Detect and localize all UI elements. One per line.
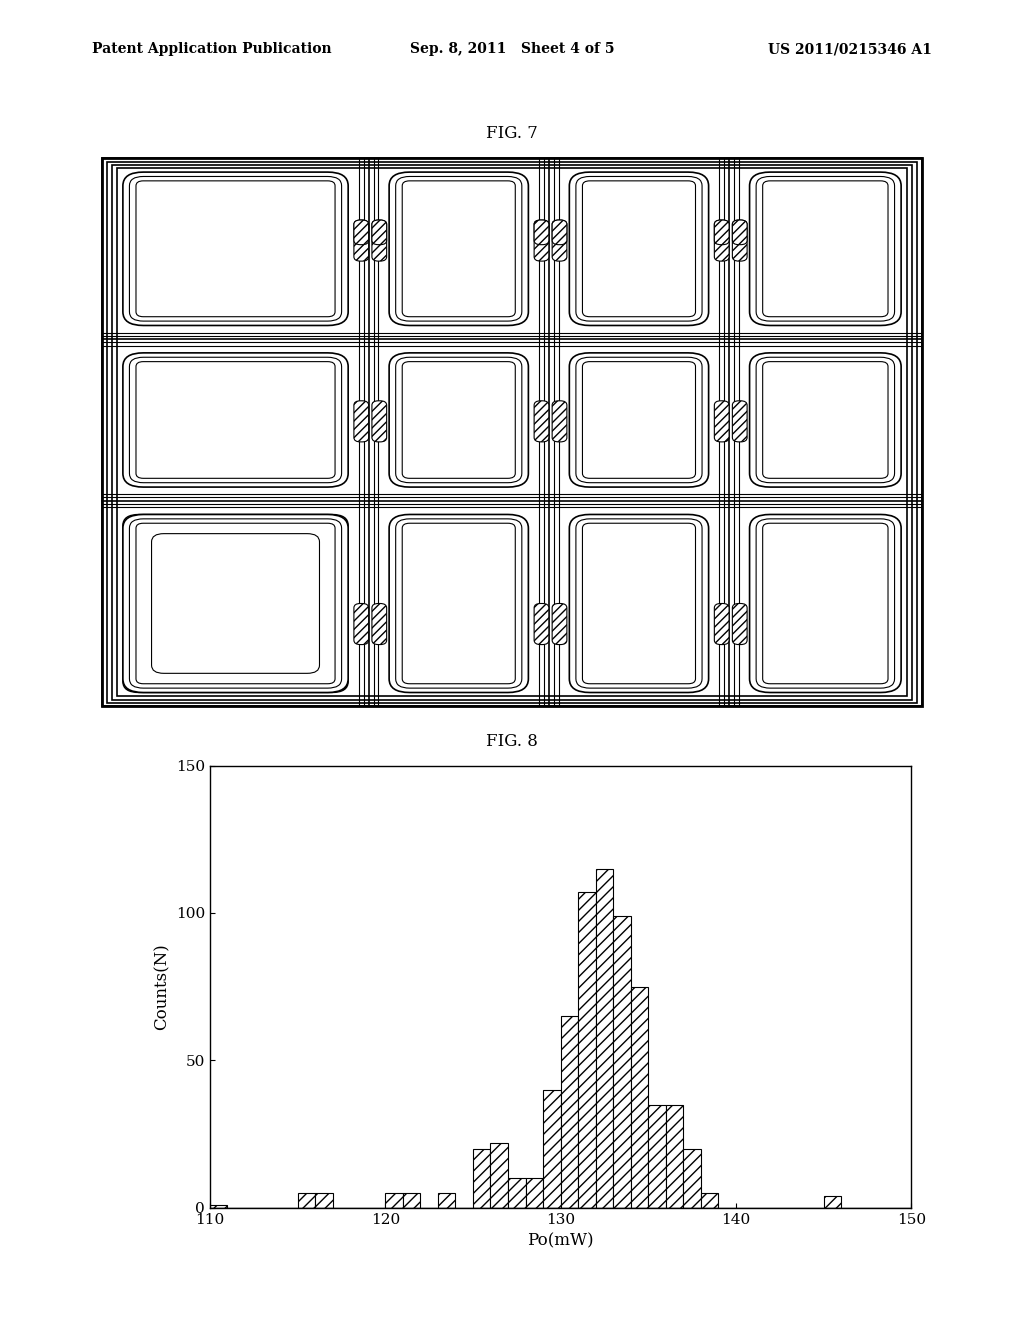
Bar xyxy=(473,1148,490,1208)
FancyBboxPatch shape xyxy=(354,401,369,442)
FancyBboxPatch shape xyxy=(569,352,709,487)
Bar xyxy=(402,1193,421,1208)
Text: FIG. 7: FIG. 7 xyxy=(486,125,538,143)
Bar xyxy=(631,986,648,1208)
Bar xyxy=(298,1193,315,1208)
FancyBboxPatch shape xyxy=(123,352,348,487)
FancyBboxPatch shape xyxy=(123,515,348,693)
FancyBboxPatch shape xyxy=(715,220,729,244)
Bar xyxy=(490,1143,508,1208)
FancyBboxPatch shape xyxy=(354,603,369,644)
FancyBboxPatch shape xyxy=(552,401,567,442)
Bar xyxy=(315,1193,333,1208)
Bar xyxy=(701,1193,719,1208)
FancyBboxPatch shape xyxy=(152,533,319,673)
FancyBboxPatch shape xyxy=(552,220,567,244)
FancyBboxPatch shape xyxy=(372,401,387,442)
Bar xyxy=(508,1179,525,1208)
FancyBboxPatch shape xyxy=(123,515,348,693)
Text: FIG. 8: FIG. 8 xyxy=(486,733,538,750)
Y-axis label: Counts(N): Counts(N) xyxy=(154,944,170,1030)
Bar xyxy=(543,1090,561,1208)
FancyBboxPatch shape xyxy=(389,172,528,326)
Text: US 2011/0215346 A1: US 2011/0215346 A1 xyxy=(768,42,932,57)
FancyBboxPatch shape xyxy=(552,220,567,261)
Bar xyxy=(823,1196,842,1208)
Bar xyxy=(525,1179,543,1208)
Bar xyxy=(561,1016,579,1208)
FancyBboxPatch shape xyxy=(389,352,528,487)
FancyBboxPatch shape xyxy=(750,352,901,487)
Bar xyxy=(683,1148,701,1208)
FancyBboxPatch shape xyxy=(715,603,729,644)
Bar xyxy=(579,892,596,1208)
Bar xyxy=(666,1105,683,1208)
FancyBboxPatch shape xyxy=(715,220,729,261)
Bar xyxy=(210,1205,227,1208)
FancyBboxPatch shape xyxy=(750,172,901,326)
FancyBboxPatch shape xyxy=(552,603,567,644)
FancyBboxPatch shape xyxy=(354,220,369,261)
Bar xyxy=(648,1105,666,1208)
FancyBboxPatch shape xyxy=(732,220,748,244)
Text: Patent Application Publication: Patent Application Publication xyxy=(92,42,332,57)
Text: Sep. 8, 2011   Sheet 4 of 5: Sep. 8, 2011 Sheet 4 of 5 xyxy=(410,42,614,57)
FancyBboxPatch shape xyxy=(535,603,549,644)
FancyBboxPatch shape xyxy=(732,220,748,261)
Bar xyxy=(385,1193,402,1208)
FancyBboxPatch shape xyxy=(354,220,369,244)
FancyBboxPatch shape xyxy=(372,220,387,244)
FancyBboxPatch shape xyxy=(389,515,528,693)
FancyBboxPatch shape xyxy=(715,401,729,442)
X-axis label: Po(mW): Po(mW) xyxy=(527,1232,594,1249)
FancyBboxPatch shape xyxy=(535,220,549,261)
FancyBboxPatch shape xyxy=(569,515,709,693)
Bar xyxy=(613,916,631,1208)
FancyBboxPatch shape xyxy=(123,172,348,326)
FancyBboxPatch shape xyxy=(372,603,387,644)
FancyBboxPatch shape xyxy=(750,515,901,693)
FancyBboxPatch shape xyxy=(372,220,387,261)
FancyBboxPatch shape xyxy=(732,603,748,644)
FancyBboxPatch shape xyxy=(535,220,549,244)
FancyBboxPatch shape xyxy=(535,401,549,442)
Bar xyxy=(438,1193,456,1208)
Bar xyxy=(596,869,613,1208)
FancyBboxPatch shape xyxy=(732,401,748,442)
FancyBboxPatch shape xyxy=(569,172,709,326)
